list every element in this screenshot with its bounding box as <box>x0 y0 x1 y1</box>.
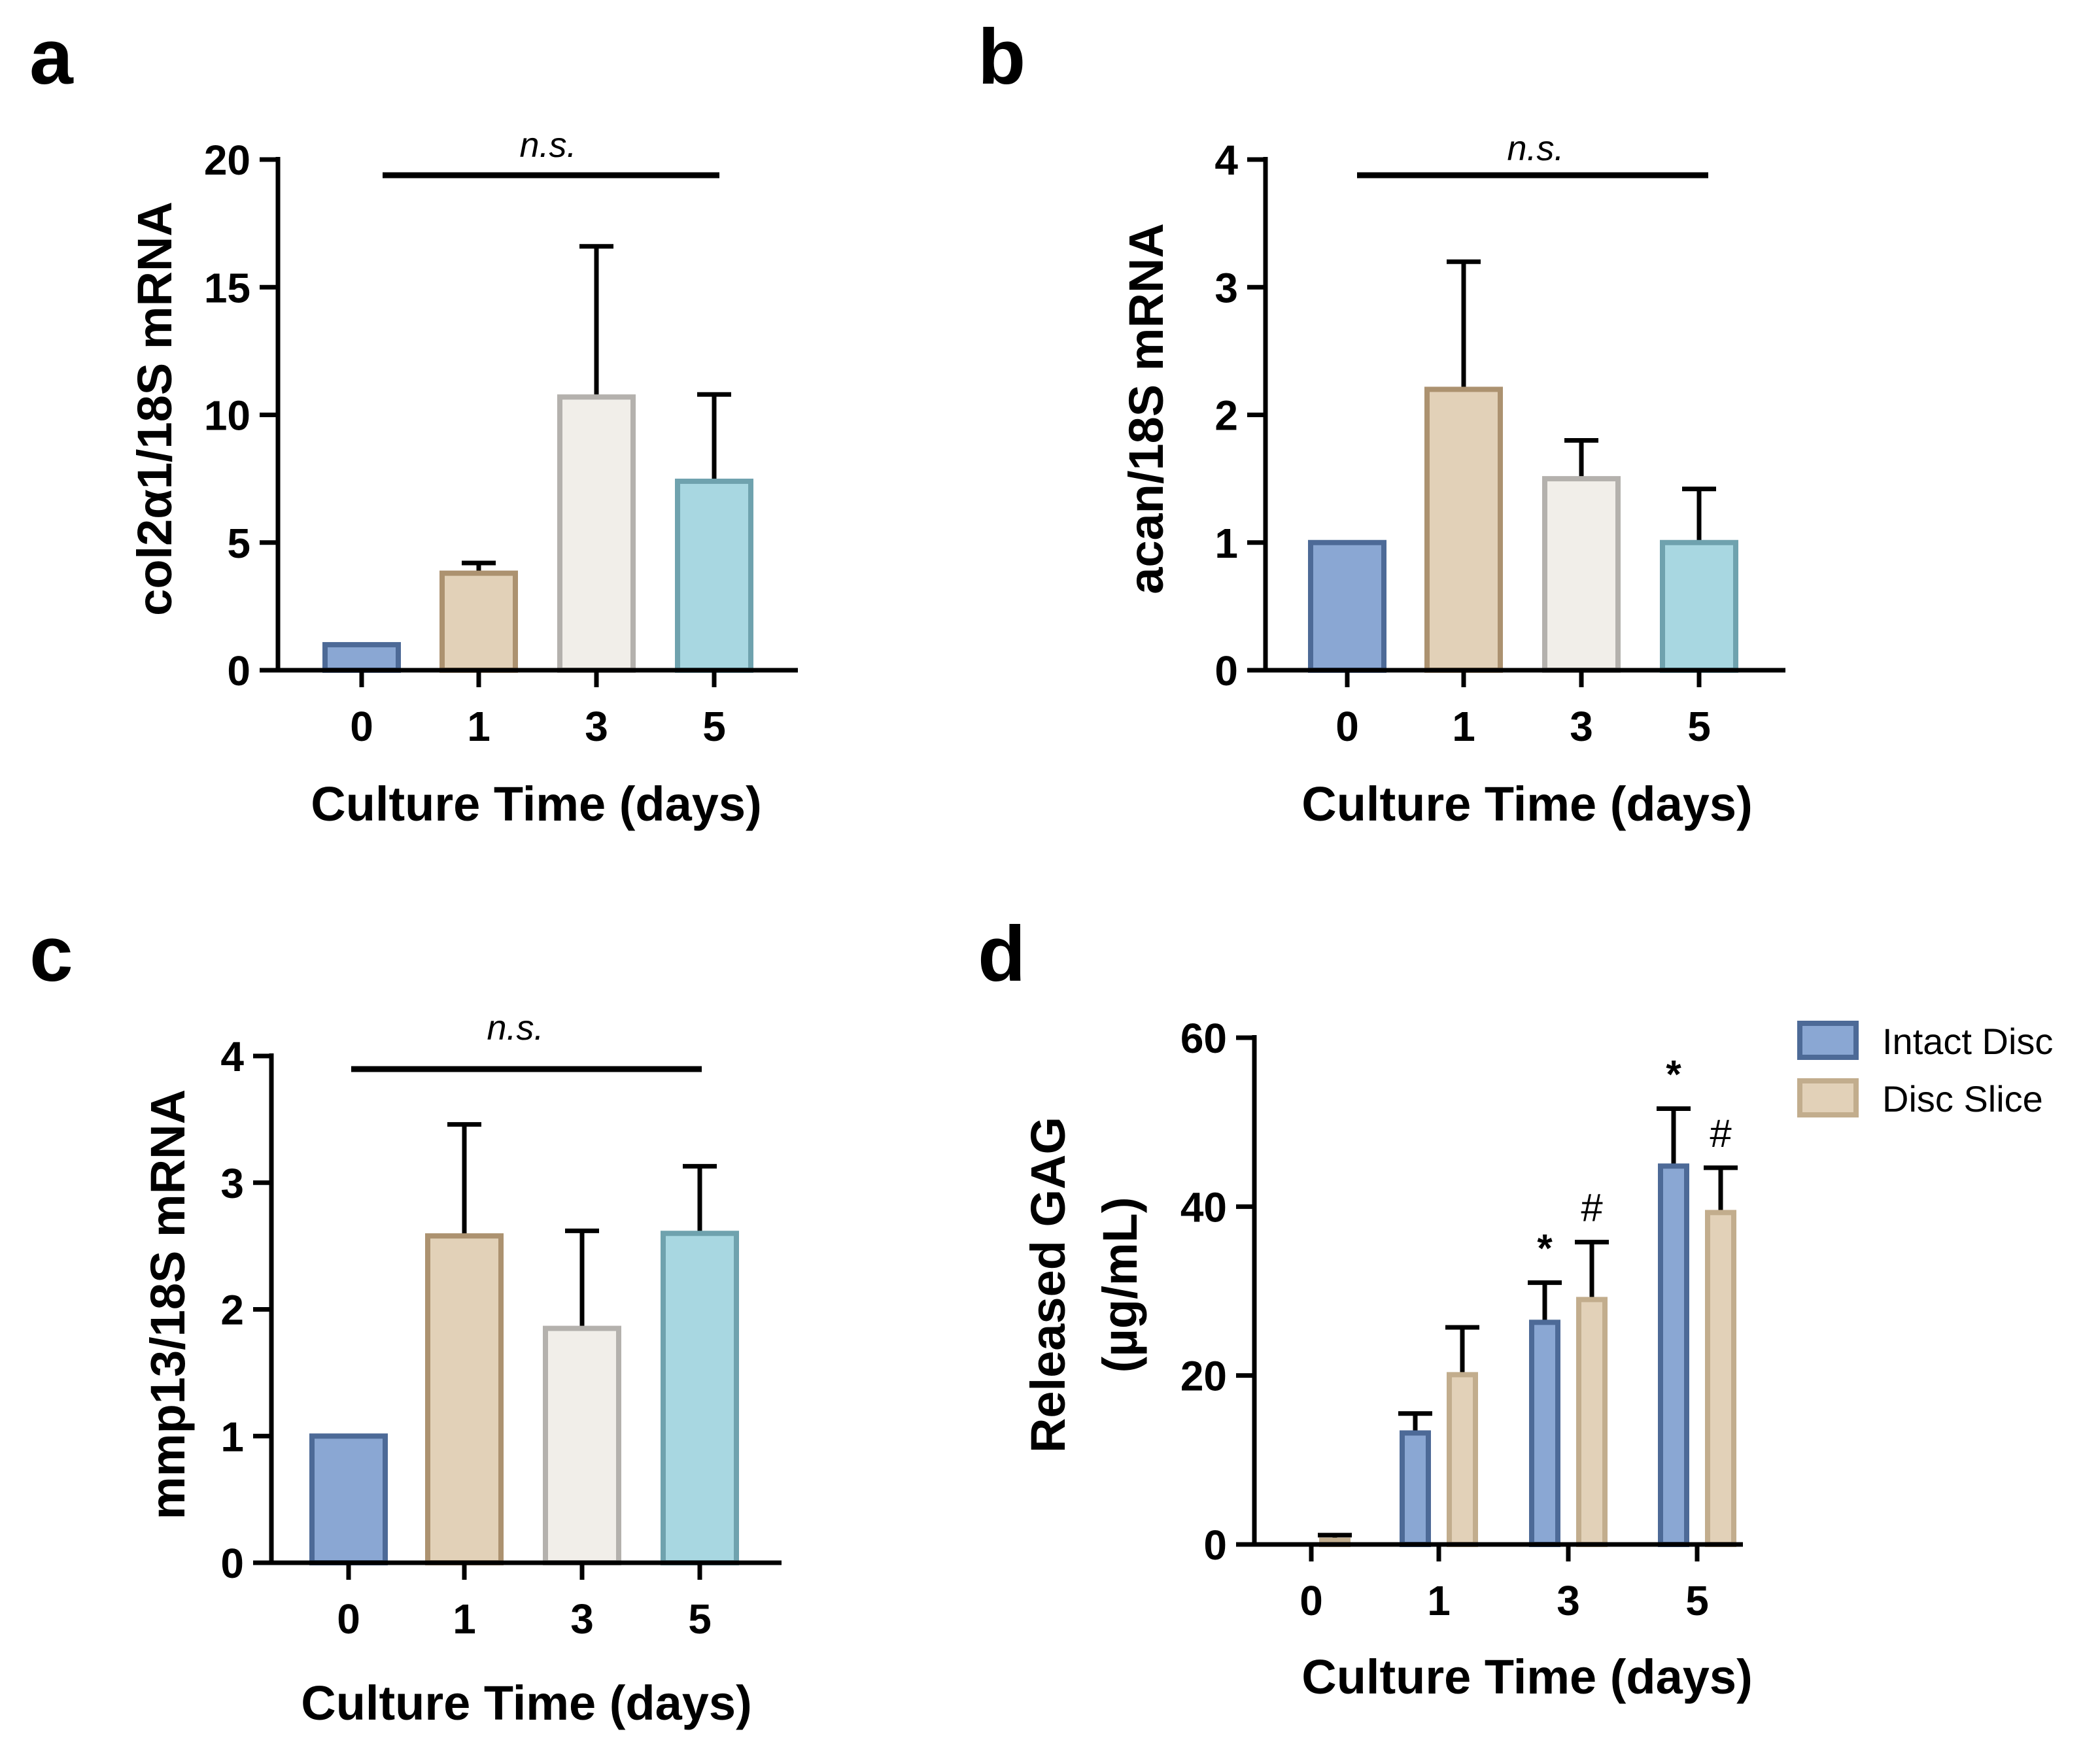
significance-marker-intact-disc-3: * <box>1537 1227 1553 1270</box>
x-tick-label-1: 1 <box>453 1595 476 1643</box>
bar-day-0 <box>1308 539 1386 673</box>
x-axis-label-a: Culture Time (days) <box>311 777 761 831</box>
x-tick-label-1: 1 <box>1427 1577 1451 1624</box>
y-axis-label-b: acan/18S mRNA <box>1119 223 1173 594</box>
bar-day-5 <box>661 1231 739 1565</box>
y-tick-label-40: 40 <box>1180 1184 1227 1231</box>
y-tick-label-2: 2 <box>220 1287 244 1334</box>
legend-swatch-disc-slice <box>1797 1078 1859 1117</box>
panel-label-a: a <box>29 13 74 101</box>
legend: Intact Disc Disc Slice <box>1797 1021 2053 1119</box>
significance-marker-intact-disc-5: * <box>1666 1053 1681 1097</box>
bar-intact-disc-1 <box>1400 1430 1431 1547</box>
y-axis-label-d-line2: (µg/mL) <box>1093 1197 1147 1373</box>
panel-label-b: b <box>978 13 1025 101</box>
y-tick-label-15: 15 <box>204 264 250 311</box>
bar-day-1 <box>425 1233 504 1565</box>
bar-day-3 <box>1542 476 1621 673</box>
plot-area-d: * * # #0 20 40 60 0 1 3 5 <box>1180 1015 1743 1624</box>
x-axis-label-d: Culture Time (days) <box>1301 1650 1752 1704</box>
y-tick-label-1: 1 <box>1214 520 1238 567</box>
bar-day-1 <box>1424 386 1503 673</box>
bar-day-1 <box>439 570 518 673</box>
panel-c: c 0 1 2 3 4 0 1 3 5 mmp13/18S mRNA Culture Time … <box>29 910 782 1730</box>
plot-area-a: 0 5 10 15 20 0 1 3 5 <box>204 137 798 750</box>
y-tick-label-2: 2 <box>1214 392 1238 439</box>
y-axis-label-a: col2α1/18S mRNA <box>128 201 182 616</box>
bar-day-3 <box>543 1325 621 1565</box>
bar-disc-slice-1 <box>1447 1372 1478 1547</box>
y-tick-label-1: 1 <box>220 1413 244 1460</box>
x-axis-label-c: Culture Time (days) <box>301 1676 751 1730</box>
bar-day-3 <box>557 394 636 673</box>
panel-label-c: c <box>29 910 73 998</box>
y-tick-label-5: 5 <box>227 520 250 567</box>
y-axis-label-c: mmp13/18S mRNA <box>141 1089 195 1520</box>
bar-day-5 <box>1660 539 1738 673</box>
x-tick-label-5: 5 <box>688 1595 712 1643</box>
x-tick-label-1: 1 <box>467 703 491 750</box>
y-tick-label-10: 10 <box>204 392 250 439</box>
plot-area-c: 0 1 2 3 4 0 1 3 5 <box>220 1033 782 1643</box>
x-tick-label-5: 5 <box>702 703 726 750</box>
y-tick-label-0: 0 <box>227 647 250 694</box>
bar-intact-disc-3 <box>1529 1320 1560 1547</box>
y-tick-label-4: 4 <box>1214 137 1238 184</box>
ns-label-b: n.s. <box>1507 129 1564 168</box>
significance-marker-disc-slice-3: # <box>1581 1186 1603 1230</box>
significance-marker-disc-slice-5: # <box>1710 1112 1732 1155</box>
plot-area-b: 0 1 2 3 4 0 1 3 5 <box>1214 137 1785 750</box>
x-tick-label-5: 5 <box>1685 1577 1709 1624</box>
x-tick-label-0: 0 <box>1300 1577 1323 1624</box>
ns-label-a: n.s. <box>519 126 576 165</box>
y-axis-label-d-line1: Released GAG <box>1021 1117 1075 1453</box>
y-tick-label-0: 0 <box>220 1540 244 1587</box>
y-tick-label-3: 3 <box>220 1160 244 1207</box>
panel-d: d * * # #0 20 40 60 0 1 3 5 Released GAG (µg/mL) C… <box>978 910 2053 1704</box>
x-tick-label-0: 0 <box>1335 703 1359 750</box>
y-tick-label-0: 0 <box>1214 647 1238 694</box>
bar-day-0 <box>309 1433 388 1565</box>
panel-label-d: d <box>978 910 1025 998</box>
bar-disc-slice-5 <box>1705 1210 1736 1547</box>
x-tick-label-3: 3 <box>585 703 608 750</box>
panel-b: b 0 1 2 3 4 0 1 3 5 acan/18S mRNA Culture Time (… <box>978 13 1785 831</box>
y-tick-label-3: 3 <box>1214 264 1238 311</box>
panel-a: a 0 5 10 15 20 0 1 3 5 col2α1/18S mRNA Culture T… <box>29 13 798 831</box>
x-tick-label-5: 5 <box>1687 703 1711 750</box>
y-tick-label-20: 20 <box>1180 1353 1227 1400</box>
legend-label-intact-disc: Intact Disc <box>1882 1021 2053 1062</box>
x-tick-label-1: 1 <box>1452 703 1475 750</box>
bar-intact-disc-5 <box>1658 1163 1689 1548</box>
legend-swatch-intact-disc <box>1797 1021 1859 1060</box>
x-tick-label-0: 0 <box>337 1595 360 1643</box>
ns-label-c: n.s. <box>487 1008 543 1048</box>
legend-label-disc-slice: Disc Slice <box>1882 1078 2043 1119</box>
x-tick-label-3: 3 <box>570 1595 594 1643</box>
bar-day-0 <box>322 641 401 673</box>
bar-disc-slice-3 <box>1576 1297 1608 1547</box>
x-tick-label-3: 3 <box>1570 703 1593 750</box>
bar-day-5 <box>675 479 753 673</box>
x-tick-label-0: 0 <box>350 703 373 750</box>
y-tick-label-60: 60 <box>1180 1015 1227 1062</box>
x-axis-label-b: Culture Time (days) <box>1301 777 1752 831</box>
x-tick-label-3: 3 <box>1557 1577 1580 1624</box>
y-tick-label-20: 20 <box>204 137 250 184</box>
y-tick-label-0: 0 <box>1203 1522 1227 1569</box>
y-tick-label-4: 4 <box>220 1033 244 1080</box>
